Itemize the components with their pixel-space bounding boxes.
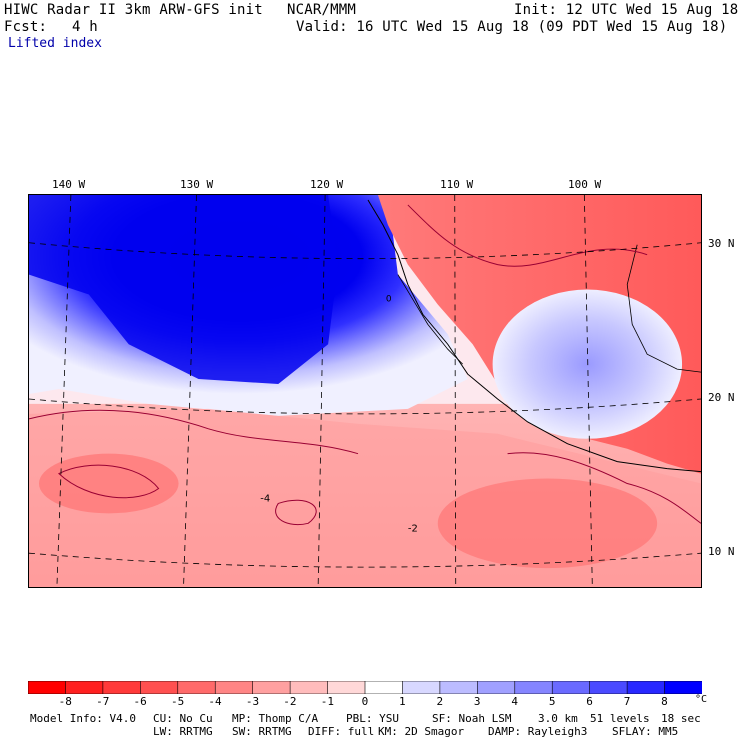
colorbar-tick-label: 8	[661, 695, 668, 708]
contour-line	[29, 409, 359, 455]
shortwave-scheme: SW: RRTMG	[232, 725, 292, 738]
colorbar-tick-label: -6	[133, 695, 147, 708]
colorbar-segment	[252, 681, 291, 694]
surface-scheme: SF: Noah LSM	[432, 712, 512, 725]
colorbar-tick-label: 6	[586, 695, 593, 708]
contour-label: 0	[386, 294, 392, 304]
contour-line	[507, 452, 701, 524]
colorbar-unit: °C	[695, 694, 708, 705]
model-title: HIWC Radar II 3km ARW-GFS init	[4, 2, 263, 18]
valid-time: Valid: 16 UTC Wed 15 Aug 18 (09 PDT Wed …	[296, 19, 728, 35]
init-time: Init: 12 UTC Wed 15 Aug 18	[514, 2, 739, 18]
colorbar-segment	[28, 681, 67, 694]
colorbar-tick-label: 5	[548, 695, 556, 708]
colorbar-segment	[589, 681, 628, 694]
colorbar-segment	[477, 681, 516, 694]
longwave-scheme: LW: RRTMG	[153, 725, 213, 738]
lifted-index-map: 0 -4 -2	[28, 194, 702, 588]
colorbar-segment	[102, 681, 142, 694]
lat-label: 30 N	[708, 237, 735, 250]
colorbar-segment	[289, 681, 329, 694]
forecast-label: Fcst:	[4, 19, 48, 35]
colorbar-tick-label: -8	[58, 695, 72, 708]
contour-line	[58, 464, 160, 499]
southern-patch	[437, 478, 658, 569]
damping-option: DAMP: Rayleigh3	[488, 725, 588, 738]
contour-line	[407, 204, 648, 267]
field-name: Lifted index	[8, 36, 102, 51]
lat-label: 10 N	[708, 545, 735, 558]
colorbar-segment	[402, 681, 441, 694]
colorbar-tick-label: 0	[361, 695, 369, 708]
colorbar-segment	[214, 681, 254, 694]
eddy-coefficient-option: KM: 2D Smagor	[378, 725, 465, 738]
lon-label: 100 W	[568, 178, 602, 191]
plateau-stable-region	[492, 289, 683, 439]
lon-label: 130 W	[180, 178, 214, 191]
colorbar-segment	[514, 681, 554, 694]
coastline	[367, 199, 701, 473]
contour-line	[275, 499, 317, 526]
colorbar-tick-label: 1	[399, 695, 406, 708]
colorbar-tick-label: -3	[245, 695, 260, 708]
org-label: NCAR/MMM	[287, 2, 357, 18]
colorbar-tick-label: -2	[283, 695, 297, 708]
colorbar-segment	[439, 681, 479, 694]
lon-label: 140 W	[52, 178, 86, 191]
southern-patch	[38, 453, 179, 514]
model-info: Model Info: V4.0	[30, 712, 136, 725]
lat-label: 20 N	[708, 391, 735, 404]
coastline	[397, 274, 463, 365]
colorbar-tick-label: 4	[511, 695, 518, 708]
colorbar-segment	[664, 681, 702, 694]
colorbar-segment	[551, 681, 591, 694]
colorbar-segment	[65, 681, 104, 694]
surface-layer-option: SFLAY: MM5	[612, 725, 679, 738]
contour-label: -2	[408, 523, 418, 534]
colorbar-tick-label: -4	[208, 695, 222, 708]
lon-label: 110 W	[440, 178, 474, 191]
stable-air-core	[29, 195, 339, 385]
vertical-levels: 51 levels	[590, 712, 650, 725]
colorbar-tick-label: -7	[96, 695, 110, 708]
forecast-hour: 4 h	[72, 19, 98, 35]
diffusion-option: DIFF: full	[308, 725, 375, 738]
lon-label: 120 W	[310, 178, 344, 191]
colorbar-tick-label: -1	[320, 695, 334, 708]
pbl-scheme: PBL: YSU	[346, 712, 399, 725]
cumulus-scheme: CU: No Cu	[153, 712, 213, 725]
microphysics-scheme: MP: Thomp C/A	[232, 712, 319, 725]
contour-label: -4	[260, 493, 270, 504]
grid-spacing: 3.0 km	[538, 712, 578, 725]
colorbar-segment	[140, 681, 179, 694]
time-step: 18 sec	[661, 712, 701, 725]
colorbar-segment	[177, 681, 217, 694]
colorbar-segment	[626, 681, 666, 694]
colorbar-tick-label: 7	[623, 695, 631, 708]
colorbar-segment	[364, 681, 404, 694]
colorbar-tick-label: -5	[170, 695, 185, 708]
colorbar	[28, 681, 702, 694]
colorbar-tick-label: 2	[436, 695, 444, 708]
colorbar-tick-label: 3	[473, 695, 481, 708]
coastline	[626, 244, 701, 373]
colorbar-segment	[327, 681, 366, 694]
